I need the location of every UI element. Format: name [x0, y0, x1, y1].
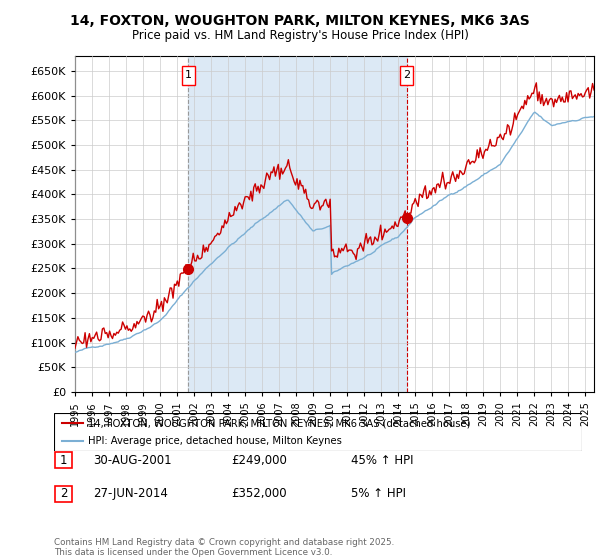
Text: Price paid vs. HM Land Registry's House Price Index (HPI): Price paid vs. HM Land Registry's House … — [131, 29, 469, 42]
Text: 2: 2 — [60, 487, 67, 501]
Text: 30-AUG-2001: 30-AUG-2001 — [93, 454, 172, 467]
Text: £249,000: £249,000 — [231, 454, 287, 467]
Text: £352,000: £352,000 — [231, 487, 287, 501]
Text: 27-JUN-2014: 27-JUN-2014 — [93, 487, 168, 501]
Text: HPI: Average price, detached house, Milton Keynes: HPI: Average price, detached house, Milt… — [88, 436, 342, 446]
Text: 1: 1 — [60, 454, 67, 467]
Text: 5% ↑ HPI: 5% ↑ HPI — [351, 487, 406, 501]
FancyBboxPatch shape — [182, 66, 194, 85]
Text: 14, FOXTON, WOUGHTON PARK, MILTON KEYNES, MK6 3AS: 14, FOXTON, WOUGHTON PARK, MILTON KEYNES… — [70, 14, 530, 28]
Text: 1: 1 — [185, 70, 192, 80]
FancyBboxPatch shape — [400, 66, 413, 85]
Text: Contains HM Land Registry data © Crown copyright and database right 2025.
This d: Contains HM Land Registry data © Crown c… — [54, 538, 394, 557]
Text: 14, FOXTON, WOUGHTON PARK, MILTON KEYNES, MK6 3AS (detached house): 14, FOXTON, WOUGHTON PARK, MILTON KEYNES… — [88, 418, 471, 428]
Text: 2: 2 — [403, 70, 410, 80]
Text: 45% ↑ HPI: 45% ↑ HPI — [351, 454, 413, 467]
Bar — [188, 56, 407, 392]
